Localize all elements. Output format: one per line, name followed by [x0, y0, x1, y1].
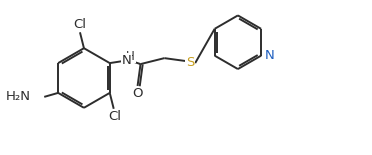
Text: Cl: Cl — [74, 18, 86, 31]
Text: N: N — [265, 49, 275, 62]
Text: O: O — [132, 87, 143, 100]
Text: Cl: Cl — [108, 110, 121, 123]
Text: H: H — [126, 50, 135, 63]
Text: N: N — [122, 54, 132, 67]
Text: H₂N: H₂N — [5, 90, 31, 103]
Text: S: S — [186, 56, 195, 69]
